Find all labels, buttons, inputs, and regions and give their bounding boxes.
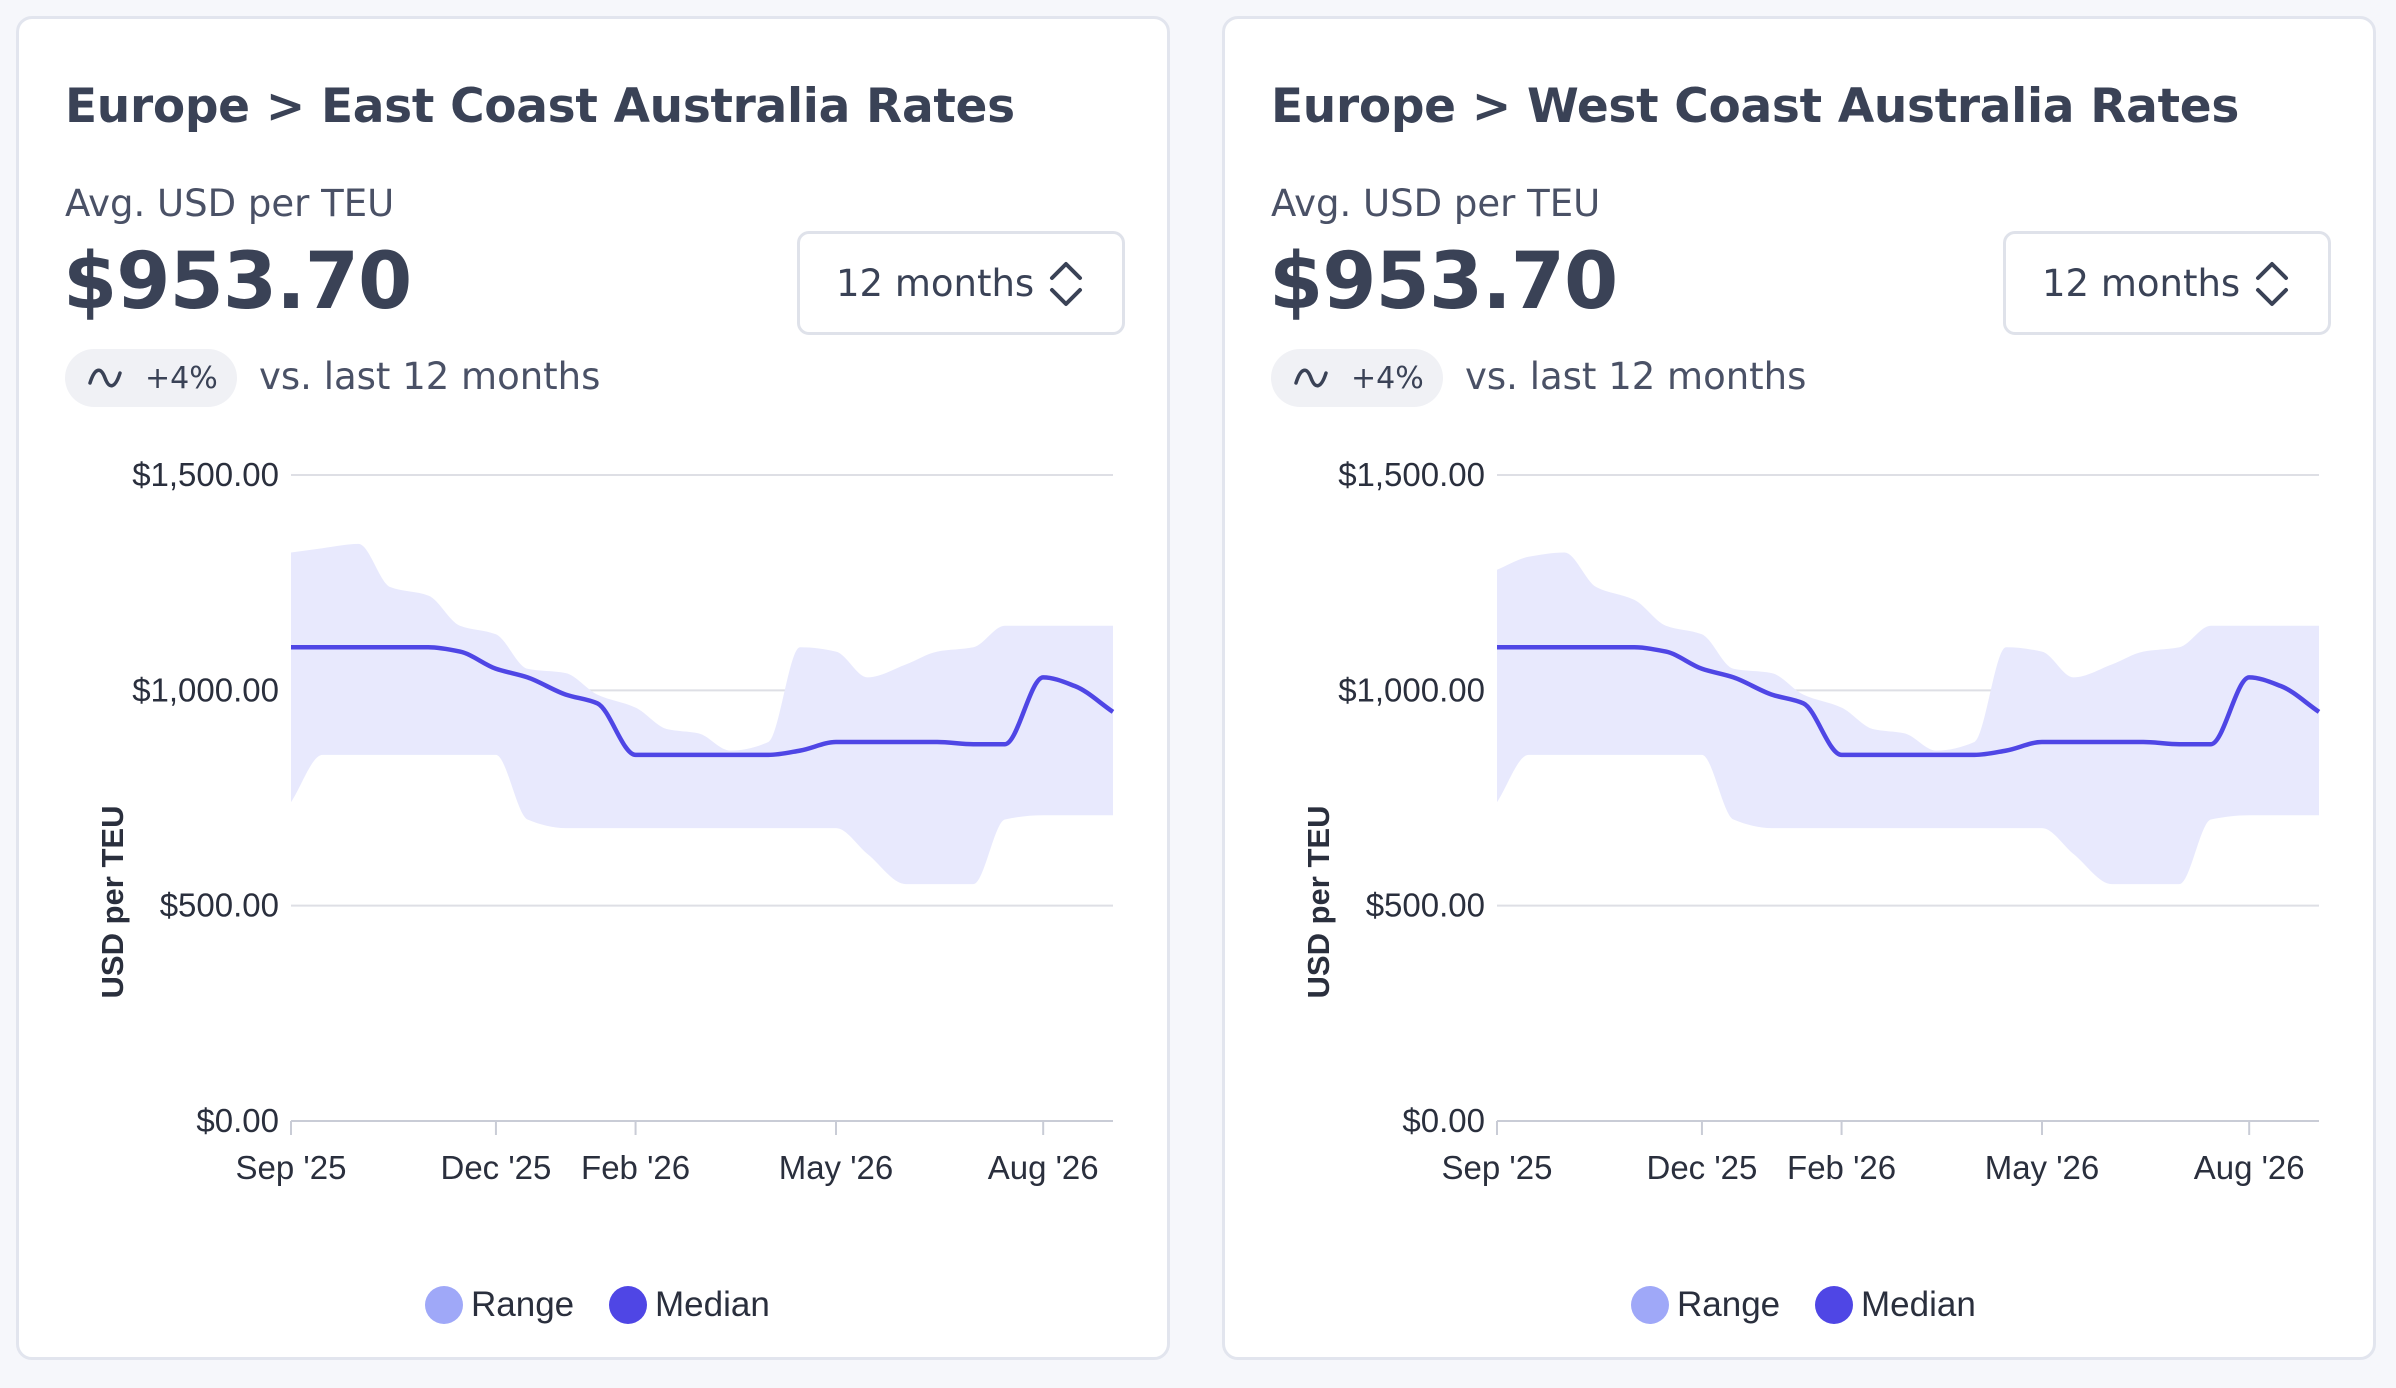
- range-band: [1497, 552, 2319, 885]
- legend-label-median: Median: [655, 1285, 770, 1324]
- range-band: [291, 543, 1113, 885]
- x-tick-label: Aug '26: [2194, 1149, 2305, 1186]
- y-tick-label: $1,000.00: [1338, 671, 1485, 708]
- y-tick-label: $0.00: [196, 1102, 279, 1139]
- rate-chart: $0.00 $500.00 $1,000.00 $1,500.00 Sep '25 Dec…: [95, 456, 1115, 1186]
- rate-card-east-coast: Europe > East Coast Australia Rates Avg.…: [16, 16, 1170, 1360]
- x-tick-label: Dec '25: [1647, 1149, 1758, 1186]
- trend-badge: +4%: [1271, 349, 1443, 407]
- legend-label-range: Range: [1677, 1285, 1781, 1324]
- legend-swatch-range: [1631, 1286, 1669, 1324]
- metric-value: $953.70: [1269, 237, 1618, 327]
- chevron-up-down-icon: [1050, 262, 1082, 306]
- metric-value: $953.70: [63, 237, 412, 327]
- x-tick-label: Sep '25: [1442, 1149, 1553, 1186]
- y-axis-title: USD per TEU: [1301, 806, 1336, 999]
- legend-swatch-median: [1815, 1286, 1853, 1324]
- chart-legend: Range Median: [1225, 1283, 2379, 1327]
- rate-card-west-coast: Europe > West Coast Australia Rates Avg.…: [1222, 16, 2376, 1360]
- trend-value: +4%: [1351, 361, 1424, 396]
- y-tick-label: $500.00: [1366, 887, 1485, 924]
- metric-label: Avg. USD per TEU: [65, 182, 395, 225]
- metric-label: Avg. USD per TEU: [1271, 182, 1601, 225]
- y-tick-label: $0.00: [1402, 1102, 1485, 1139]
- x-tick-label: Aug '26: [988, 1149, 1099, 1186]
- trend-wave-icon: [88, 368, 122, 388]
- median-line: [290, 645, 1115, 758]
- x-tick-label: Sep '25: [236, 1149, 347, 1186]
- trend-badge: +4%: [65, 349, 237, 407]
- y-tick-label: $1,500.00: [132, 456, 279, 493]
- legend-label-range: Range: [471, 1285, 575, 1324]
- y-tick-label: $1,500.00: [1338, 456, 1485, 493]
- chevron-up-down-icon: [2256, 262, 2288, 306]
- trend-caption: vs. last 12 months: [1465, 355, 1807, 398]
- legend-swatch-median: [609, 1286, 647, 1324]
- median-line: [1496, 645, 2321, 758]
- x-tick-label: Feb '26: [1787, 1149, 1896, 1186]
- trend-value: +4%: [145, 361, 218, 396]
- trend-wave-icon: [1294, 368, 1328, 388]
- card-title: Europe > West Coast Australia Rates: [1271, 79, 2240, 134]
- period-select[interactable]: 12 months: [2003, 231, 2331, 335]
- x-tick-label: May '26: [779, 1149, 894, 1186]
- period-select-value: 12 months: [2042, 262, 2241, 305]
- y-axis-title: USD per TEU: [95, 806, 130, 999]
- chart-legend: Range Median: [19, 1283, 1173, 1327]
- legend-label-median: Median: [1861, 1285, 1976, 1324]
- trend-caption: vs. last 12 months: [259, 355, 601, 398]
- x-tick-label: May '26: [1985, 1149, 2100, 1186]
- x-tick-label: Dec '25: [441, 1149, 552, 1186]
- legend-swatch-range: [425, 1286, 463, 1324]
- y-tick-label: $1,000.00: [132, 671, 279, 708]
- y-tick-label: $500.00: [160, 887, 279, 924]
- x-tick-label: Feb '26: [581, 1149, 690, 1186]
- period-select[interactable]: 12 months: [797, 231, 1125, 335]
- period-select-value: 12 months: [836, 262, 1035, 305]
- card-title: Europe > East Coast Australia Rates: [65, 79, 1015, 134]
- rate-chart: $0.00 $500.00 $1,000.00 $1,500.00 Sep '25 Dec…: [1301, 456, 2321, 1186]
